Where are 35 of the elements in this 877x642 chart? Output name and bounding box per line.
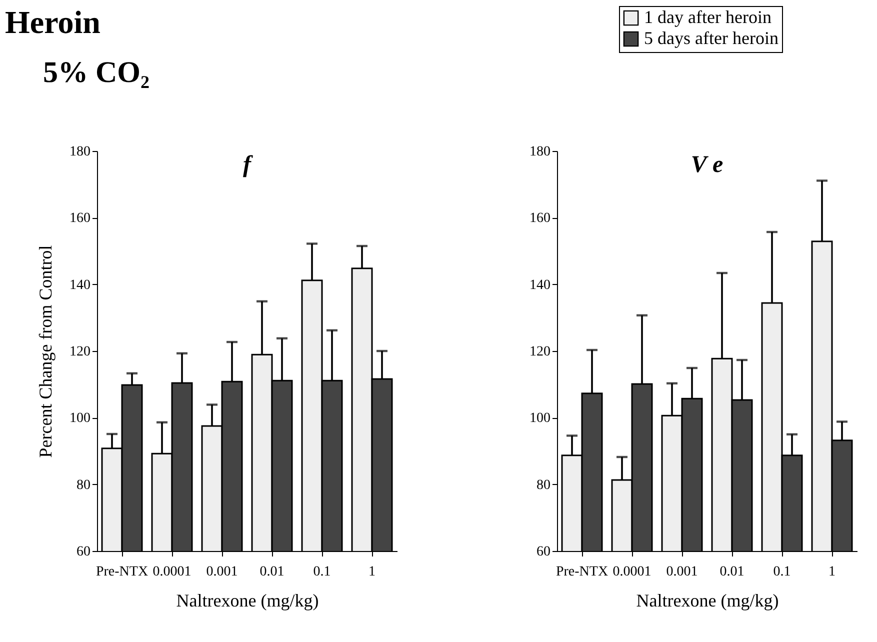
y-tick-label: 60 <box>536 544 550 560</box>
x-tick-label: 0.001 <box>666 564 698 580</box>
x-tick-label: 0.0001 <box>152 564 192 580</box>
text: Heroin <box>5 4 101 40</box>
y-tick-label: 180 <box>530 144 550 160</box>
legend-label: 5 days after heroin <box>644 28 778 48</box>
y-tick-label: 180 <box>70 144 90 160</box>
x-tick-label: 1 <box>828 564 836 580</box>
x-axis-title: Naltrexone (mg/kg) <box>176 590 319 610</box>
y-tick-label: 80 <box>536 478 550 493</box>
y-axis-title: Percent Change from Control <box>36 245 56 458</box>
y-tick-label: 60 <box>76 544 90 560</box>
y-tick-label: 140 <box>530 278 550 293</box>
y-tick-label: 160 <box>530 211 550 226</box>
x-tick-label: 0.001 <box>206 564 238 580</box>
chart-title: V e <box>690 152 724 178</box>
x-tick-label: 0.0001 <box>612 564 652 580</box>
legend-label: 1 day after heroin <box>644 7 772 27</box>
y-tick-label: 100 <box>70 411 90 426</box>
x-tick-label: 0.1 <box>773 564 791 580</box>
x-tick-label: Pre-NTX <box>96 564 148 580</box>
y-tick-label: 80 <box>76 478 90 493</box>
x-tick-label: 0.01 <box>260 564 284 580</box>
text: 5% CO₂ <box>43 56 150 89</box>
x-tick-label: Pre-NTX <box>556 564 608 580</box>
y-tick-label: 160 <box>70 211 90 226</box>
x-axis-title: Naltrexone (mg/kg) <box>636 590 779 610</box>
chart-title: f <box>243 152 253 178</box>
x-tick-label: 1 <box>368 564 376 580</box>
y-tick-label: 120 <box>530 344 550 360</box>
y-tick-label: 120 <box>70 344 90 360</box>
y-tick-label: 140 <box>70 278 90 293</box>
x-tick-label: 0.1 <box>313 564 331 580</box>
x-tick-label: 0.01 <box>720 564 744 580</box>
y-tick-label: 100 <box>530 411 550 426</box>
